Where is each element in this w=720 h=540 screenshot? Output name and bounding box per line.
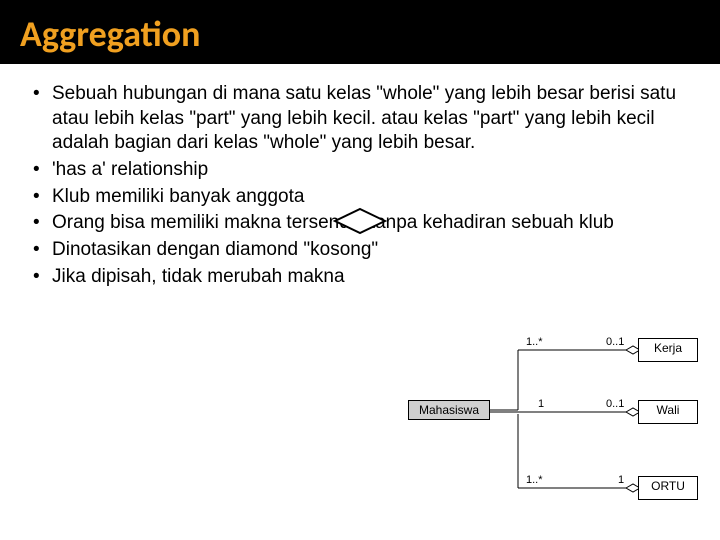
diamond-icon <box>330 206 390 236</box>
uml-class-ortu: ORTU <box>638 476 698 500</box>
uml-diagram: 1..* 0..1 1 0..1 1..* 1 Mahasiswa Kerja … <box>408 338 708 528</box>
uml-class-kerja: Kerja <box>638 338 698 362</box>
uml-multiplicity: 1..* <box>526 336 543 348</box>
slide-header: Aggregation <box>0 0 720 64</box>
bullet-list: Sebuah hubungan di mana satu kelas "whol… <box>30 82 690 290</box>
uml-class-wali: Wali <box>638 400 698 424</box>
uml-class-mahasiswa: Mahasiswa <box>408 400 490 420</box>
uml-multiplicity: 0..1 <box>606 336 624 348</box>
bullet-item: Sebuah hubungan di mana satu kelas "whol… <box>30 82 690 156</box>
uml-multiplicity: 1 <box>538 398 544 410</box>
bullet-item: Dinotasikan dengan diamond "kosong" <box>30 238 690 263</box>
uml-multiplicity: 0..1 <box>606 398 624 410</box>
slide-title: Aggregation <box>20 12 700 56</box>
slide-content: Sebuah hubungan di mana satu kelas "whol… <box>0 64 720 302</box>
uml-multiplicity: 1..* <box>526 474 543 486</box>
bullet-item: Jika dipisah, tidak merubah makna <box>30 265 690 290</box>
bullet-item: 'has a' relationship <box>30 158 690 183</box>
uml-multiplicity: 1 <box>618 474 624 486</box>
